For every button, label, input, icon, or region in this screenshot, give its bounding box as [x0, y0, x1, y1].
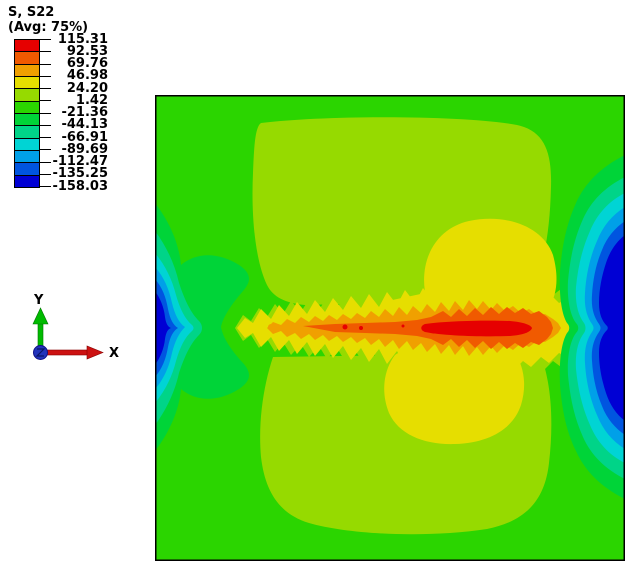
legend-tick-line [39, 75, 51, 77]
legend-color-band-5 [15, 101, 39, 114]
contour-red-dot [342, 324, 348, 330]
legend-color-band-4 [15, 89, 39, 102]
legend-color-band-6 [15, 113, 39, 127]
orientation-triad: Y X [32, 293, 119, 361]
legend-tick-line [39, 112, 51, 114]
legend-tick-value: 24.20 [66, 80, 108, 96]
legend-tick-line [39, 173, 51, 175]
legend-colorbar [14, 39, 40, 188]
legend-tick-line [39, 137, 51, 138]
legend-tick-value: -135.25 [52, 166, 108, 182]
legend-color-band-1 [15, 52, 39, 65]
legend-tick-line [39, 124, 51, 126]
contour-plot[interactable] [155, 95, 625, 561]
contour-red-core [421, 320, 532, 337]
triad-x-label: X [109, 346, 119, 361]
legend-color-band-2 [15, 64, 39, 77]
legend-tick-value: -44.13 [61, 117, 108, 133]
contour-bottomright-band4 [384, 344, 525, 445]
legend-tick-line [39, 88, 51, 89]
legend-tick-value: -89.69 [61, 141, 108, 157]
contour-band3-dot [268, 324, 274, 330]
legend-tick-line [39, 51, 51, 53]
contour-red-dot [401, 324, 405, 328]
z-glyph [35, 348, 46, 357]
plot-border [155, 95, 625, 561]
legend-title: S, S22 [8, 5, 55, 20]
legend-color-band-10 [15, 163, 39, 176]
contour-red-dot [359, 326, 363, 330]
legend-tick-line [39, 63, 51, 65]
legend-tick-value: 92.53 [66, 43, 108, 59]
contour-right-band12 [599, 235, 625, 421]
legend-tick-line [39, 161, 51, 163]
legend-subtitle: (Avg: 75%) [8, 20, 89, 35]
legend-tick-line [39, 39, 51, 40]
x-axis-arrow-icon [41, 345, 104, 360]
legend-color-band-3 [15, 76, 39, 90]
legend-tick-value: 115.31 [57, 31, 108, 47]
legend-tick-line [39, 100, 51, 102]
legend-tick-value: 1.42 [75, 92, 108, 108]
contour-band4-dot [247, 323, 253, 329]
legend-color-band-9 [15, 150, 39, 164]
legend-tick-value: -66.91 [61, 129, 108, 145]
legend-color-band-11 [15, 175, 39, 187]
legend-color-band-7 [15, 126, 39, 139]
contour-band4-dot [259, 327, 263, 331]
contour-legend: S, S22 (Avg: 75%) 115.31 92.53 69.76 46.98 2… [8, 5, 138, 194]
triad-y-label: Y [33, 293, 44, 308]
legend-tick-value: -158.03 [52, 178, 108, 194]
legend-tick-value: -112.47 [52, 154, 108, 169]
contour-left-band12 [155, 291, 171, 365]
contour-left-band7 [155, 203, 249, 451]
legend-tick-value: 46.98 [66, 68, 108, 84]
legend-color-band-8 [15, 138, 39, 151]
legend-tick-value: 69.76 [66, 56, 108, 71]
legend-tick-line [39, 186, 51, 187]
legend-color-band-0 [15, 40, 39, 53]
legend-tick-line [39, 149, 51, 151]
legend-tick-value: -21.36 [61, 105, 108, 120]
y-axis-arrow-icon [32, 307, 49, 355]
